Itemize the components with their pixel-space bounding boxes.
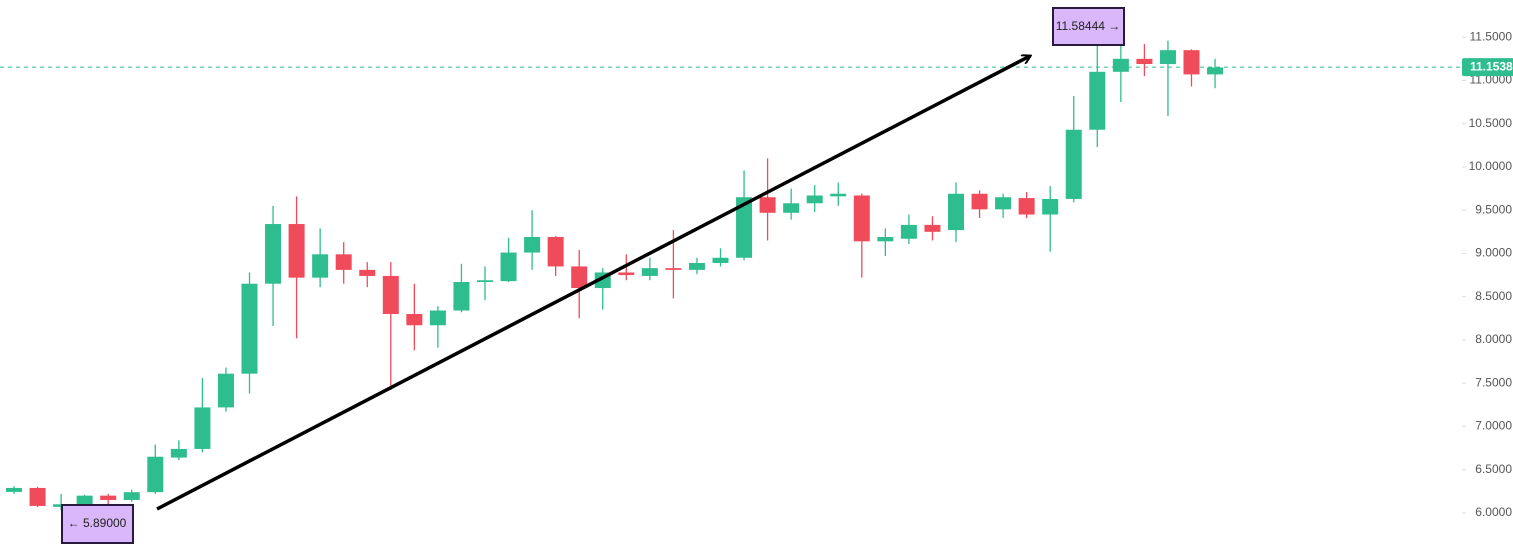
y-axis: 6.0000 6.5000 7.0000 7.5000 8.0000 8.5000 9.00… — [1462, 29, 1513, 519]
candle-body — [853, 195, 870, 242]
trend-arrow — [156, 56, 1030, 511]
y-tick-label: 7.0000 — [1475, 419, 1512, 433]
y-tick-label: 6.5000 — [1475, 462, 1512, 476]
candle-body — [477, 280, 493, 282]
annotation: 11.58444 → — [1056, 19, 1121, 33]
candle-body — [924, 224, 941, 232]
y-tick-label: 6.0000 — [1475, 505, 1512, 519]
candle-body — [665, 268, 682, 270]
last-price-label: 11.1538 — [1470, 59, 1513, 73]
candle-body — [147, 456, 164, 493]
candle-body — [6, 487, 22, 492]
candle-body — [783, 203, 800, 213]
candle-body — [971, 193, 988, 210]
candle-body — [217, 373, 234, 408]
candle-body — [618, 272, 635, 276]
candle-body — [123, 492, 140, 500]
candle-body — [759, 197, 776, 213]
candle-body — [335, 254, 352, 270]
candle-body — [806, 195, 823, 204]
candle-body — [194, 407, 211, 449]
candle-body — [688, 262, 705, 270]
candle-body — [900, 224, 917, 239]
annotation: ← 5.89000 — [68, 516, 127, 530]
candle-body — [76, 495, 93, 506]
candle-body — [948, 193, 964, 231]
candle-body — [1112, 58, 1129, 72]
y-tick-label: 9.0000 — [1475, 246, 1512, 260]
candle-body — [547, 237, 564, 267]
candle-body — [571, 266, 588, 289]
candle-body — [288, 224, 305, 278]
y-tick-label: 7.5000 — [1475, 375, 1512, 389]
y-tick-label: 11.5000 — [1470, 29, 1513, 43]
candle-body — [1065, 129, 1082, 199]
annotation-box — [1052, 7, 1125, 46]
candle-body — [995, 197, 1012, 210]
candle-body — [1183, 50, 1200, 75]
candle-body — [1136, 58, 1153, 65]
candles — [6, 40, 1224, 523]
candle-body — [830, 193, 847, 197]
candle-body — [524, 237, 541, 253]
candle-body — [877, 237, 894, 242]
y-tick-label: 8.0000 — [1475, 332, 1512, 346]
candle-body — [382, 275, 399, 314]
candle-body — [265, 224, 282, 284]
candle-body — [1159, 50, 1176, 65]
candle-body — [100, 495, 117, 500]
candle-body — [359, 269, 376, 276]
y-tick-label: 9.5000 — [1475, 202, 1512, 216]
candle-body — [241, 283, 258, 374]
y-tick-label: 10.5000 — [1469, 116, 1513, 130]
candle-body — [641, 268, 658, 276]
annotation-box — [61, 504, 134, 544]
candle-body — [406, 313, 423, 326]
candle-body — [712, 257, 729, 263]
candle-body — [170, 448, 187, 458]
y-tick-label: 10.0000 — [1469, 159, 1513, 173]
candle-body — [736, 197, 753, 258]
candle-body — [453, 281, 470, 311]
candle-body — [1089, 71, 1106, 130]
candle-body — [1207, 67, 1224, 75]
last-price-box — [1462, 58, 1513, 77]
y-tick-label: 8.5000 — [1475, 289, 1512, 303]
candle-body — [29, 487, 46, 506]
candle-body — [1042, 198, 1059, 215]
candle-body — [312, 254, 329, 278]
candle-body — [1018, 198, 1035, 215]
candle-body — [500, 252, 517, 282]
candle-body — [429, 310, 446, 326]
